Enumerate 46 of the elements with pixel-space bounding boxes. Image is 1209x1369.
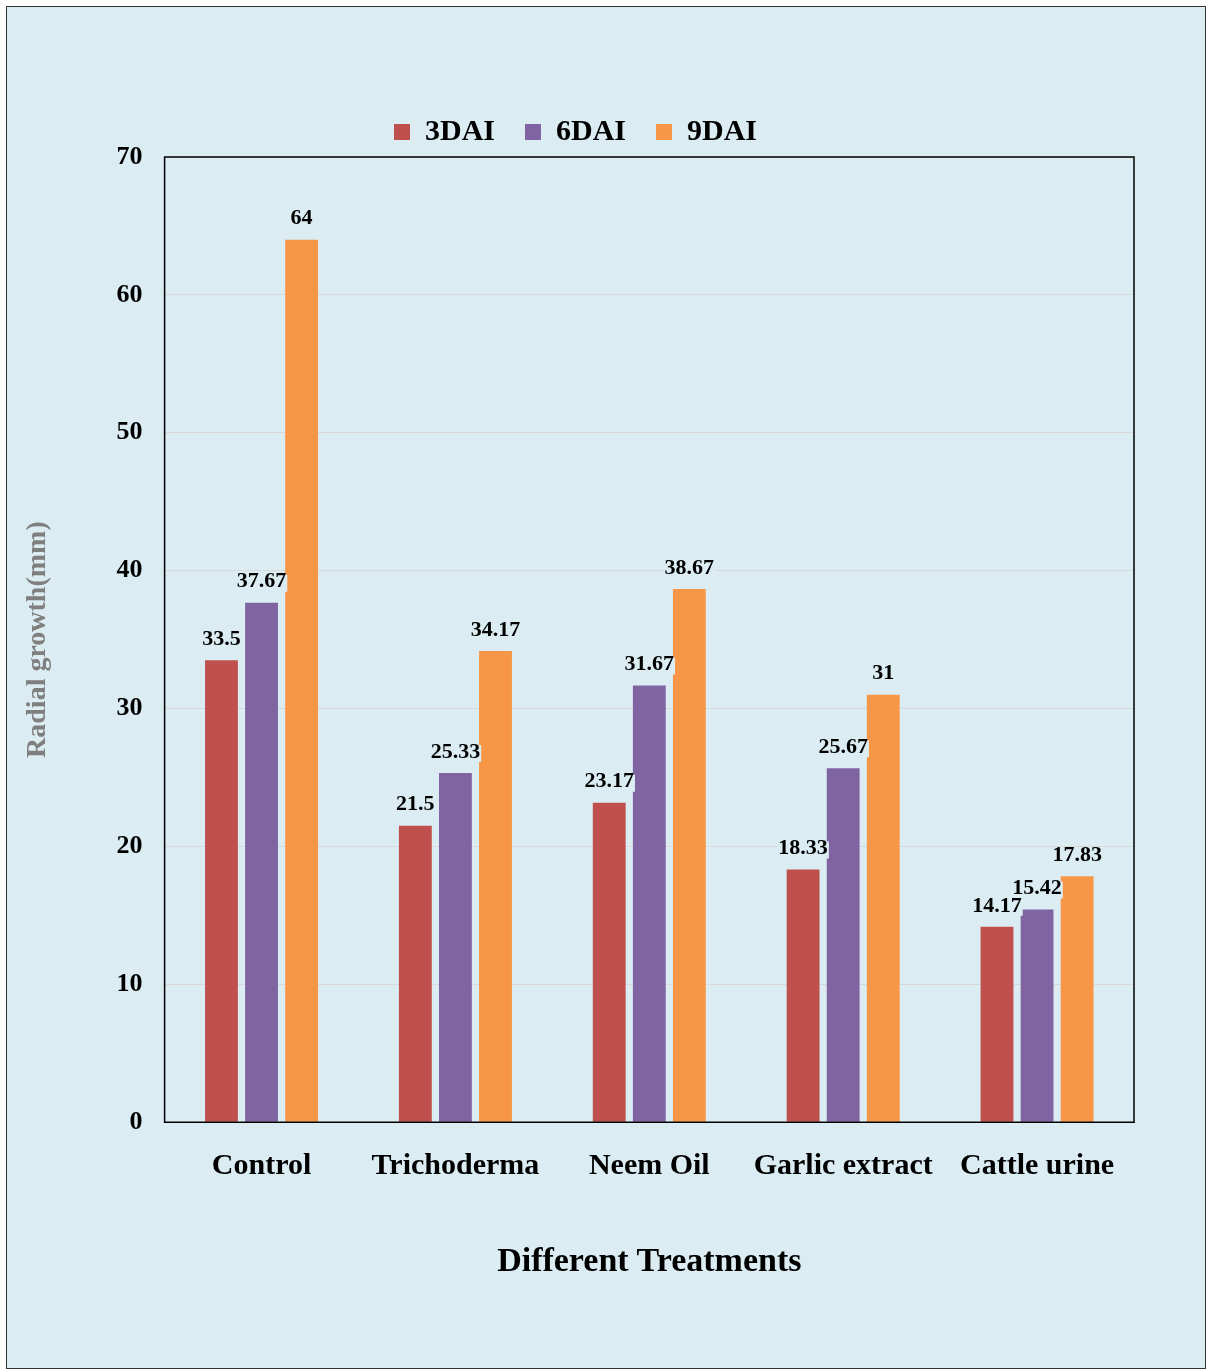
y-tick-label: 40 [116,554,143,584]
y-tick-label: 0 [129,1105,143,1135]
bar [826,768,860,1122]
bar [1020,909,1054,1122]
x-tick-label: Cattle urine [959,1146,1115,1180]
data-label: 17.83 [1052,841,1102,867]
data-label: 25.67 [818,732,868,758]
legend-label: 3DAI [424,112,496,146]
x-tick-label: Garlic extract [753,1146,933,1180]
data-label: 64 [290,204,313,230]
y-tick-label: 30 [116,692,143,722]
data-label: 34.17 [470,615,521,641]
bar [786,869,820,1122]
y-tick-label: 60 [116,278,143,308]
bar [398,825,432,1122]
y-tick-label: 10 [116,968,143,998]
data-label: 18.33 [778,834,828,860]
bar [479,651,512,1122]
legend-label: 6DAI [556,112,627,146]
data-label: 37.67 [236,567,287,593]
data-label: 31.67 [624,650,675,676]
data-label: 33.5 [202,624,241,650]
data-label: 38.67 [664,553,715,579]
x-tick-label: Neem Oil [588,1146,710,1180]
data-label: 21.5 [396,790,435,816]
y-axis-title: Radial growth(mm) [20,521,52,758]
bar [205,660,238,1122]
x-axis-title: Different Treatments [497,1241,802,1279]
bar [438,772,472,1122]
bar [632,685,666,1122]
y-tick-label: 70 [116,140,143,170]
bar [285,239,319,1122]
y-tick-label: 20 [116,830,143,860]
x-tick-label: Trichoderma [371,1146,540,1180]
bar [592,802,626,1122]
bar [980,926,1014,1122]
bar [866,694,900,1122]
data-label: 31 [872,659,895,685]
bar [1060,876,1094,1122]
data-label: 25.33 [430,737,481,763]
legend-label: 9DAI [687,112,758,146]
bar [245,602,278,1122]
y-tick-label: 50 [116,416,143,446]
x-tick-label: Control [211,1146,312,1180]
data-label: 23.17 [584,767,634,793]
bar [672,589,706,1122]
